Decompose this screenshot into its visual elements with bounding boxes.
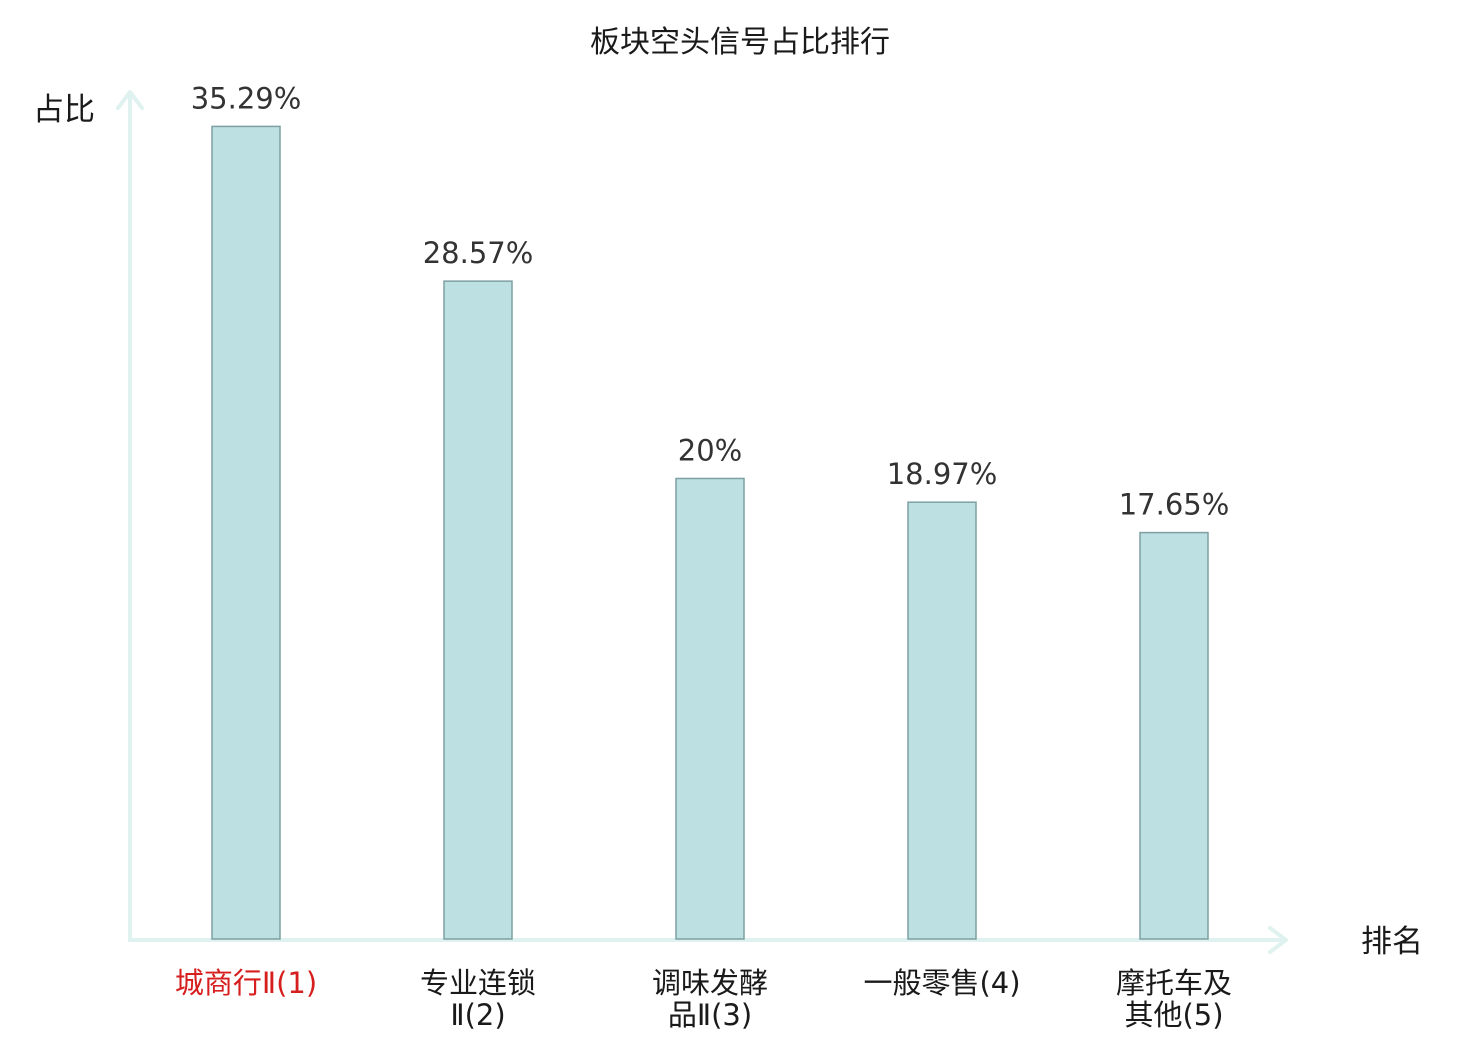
category-label-3-line-1: 调味发酵 [652,966,768,1000]
y-axis-arrow-icon [116,90,144,110]
x-axis-arrow-icon [1268,926,1288,954]
category-label-1: 城商行Ⅱ(1) [175,966,317,1000]
bar-value-label-5: 17.65% [1119,488,1230,522]
bar-1 [211,125,281,940]
category-label-2-line-2: Ⅱ(2) [450,998,505,1032]
y-axis-label: 占比 [33,92,95,128]
value-labels: 35.29% 28.57% 20% 18.97% 17.65% [191,81,1230,521]
category-label-4: 一般零售(4) [863,966,1020,1000]
x-axis: 排名 [128,924,1423,960]
bar-value-label-3: 20% [678,433,742,467]
x-axis-label: 排名 [1361,924,1423,960]
y-axis: 占比 [33,90,144,940]
bar-3 [675,477,745,940]
bar-value-label-1: 35.29% [191,81,302,115]
bar-value-label-4: 18.97% [887,457,998,491]
category-label-5-line-1: 摩托车及 [1116,966,1232,1000]
category-label-5-line-2: 其他(5) [1124,998,1223,1032]
bar-2 [443,280,513,940]
category-label-2-line-1: 专业连锁 [420,966,536,1000]
bar-4 [907,501,977,940]
bar-value-label-2: 28.57% [423,236,534,270]
bar-series [211,125,1209,940]
category-label-3-line-2: 品Ⅱ(3) [668,998,752,1032]
chart-title: 板块空头信号占比排行 [590,25,890,60]
bar-5 [1139,531,1209,940]
